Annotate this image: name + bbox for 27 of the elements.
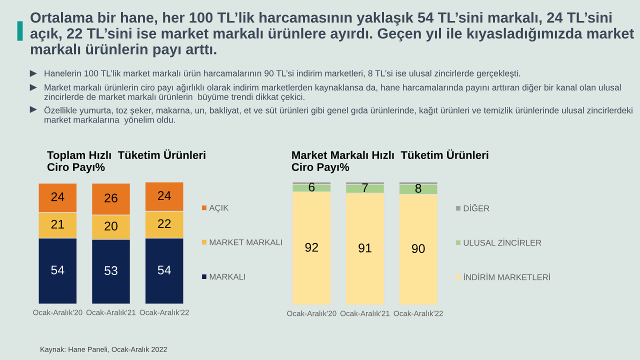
legend-label: ULUSAL ZİNCİRLER — [464, 238, 542, 246]
chart-title: Market Markalı Hızlı Tüketim Ürünleri Ciro Payı% — [292, 149, 488, 174]
data-label: 7 — [362, 183, 368, 192]
data-label: 90 — [412, 244, 425, 254]
legend-label: İNDİRİM MARKETLERİ — [464, 272, 550, 280]
chart-title: Toplam Hızlı Tüketim Ürünleri Ciro Payı% — [47, 149, 206, 174]
data-label: 91 — [358, 244, 372, 252]
data-label: 53 — [104, 266, 118, 276]
text: Market markalı ürünlerin ciro payı ağırlıklı olarak indirim marketlerden kaynaklansa da, hane harcamalarında payını arttıran diğer bir kanal olan ulusal zincirlerde de market markalı ürünlerin büyüme trendi dikkat çekici. — [44, 84, 621, 102]
legend-label: MARKALI — [210, 274, 246, 280]
data-label: 26 — [104, 194, 118, 202]
legend-label: MARKET MARKALI — [210, 239, 282, 246]
data-label: 8 — [415, 184, 422, 193]
data-label: 6 — [308, 182, 315, 192]
data-label: 54 — [51, 266, 64, 274]
data-label: 92 — [305, 242, 318, 252]
text: Ortalama bir hane, her 100 TL’lik harcamasının yaklaşık 54 TL’sini markalı, 24 TL’sini açık, 22 TL’sini ise market markalı ürünlere ayırdı. Geçen yıl ile kıyasladığımızda market markalı ürünlerin payı arttı. — [30, 12, 634, 58]
legend-label: DİĞER — [464, 204, 490, 212]
data-label: 54 — [158, 266, 171, 274]
legend-label: AÇIK — [209, 204, 229, 212]
data-label: 24 — [51, 192, 64, 202]
text: Özellikle yumurta, toz şeker, makarna, un, bakliyat, et ve süt ürünleri gibi genel gıda ürünlerinde, kağıt ürünleri ve temizlik ürünlerinde ulusal zincirlerdeki market markalarına yönelim oldu. — [44, 106, 632, 125]
text: Hanelerin 100 TL’lik market markalı ürün harcamalarının 90 TL’si indirim marketleri, 8 TL’si ise ulusal zincirlerde gerçekleşti. — [44, 70, 520, 78]
data-label: 21 — [51, 220, 64, 229]
data-label: 20 — [104, 222, 118, 230]
data-label: 22 — [158, 219, 171, 228]
data-label: 24 — [158, 191, 171, 200]
